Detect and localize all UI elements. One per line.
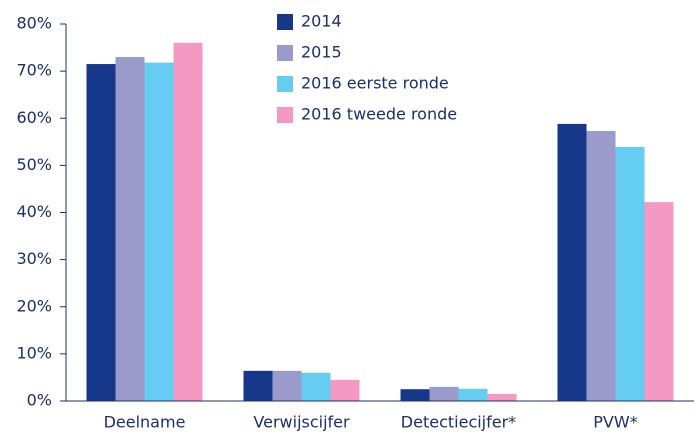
y-tick-label: 60% (16, 108, 52, 127)
y-tick-label: 20% (16, 296, 52, 315)
legend-label: 2014 (301, 12, 342, 31)
bar (243, 370, 273, 401)
bar (400, 389, 430, 401)
legend-label: 2016 tweede ronde (301, 105, 457, 124)
bar (330, 379, 360, 401)
bar (429, 386, 459, 401)
x-tick-label: Verwijscijfer (253, 413, 350, 432)
bar (86, 64, 116, 402)
bar (557, 123, 587, 401)
bar (644, 202, 674, 401)
x-tick-label: Detectiecijfer* (401, 413, 516, 432)
bar (115, 56, 145, 402)
bar (615, 146, 645, 401)
legend-swatch (277, 107, 293, 123)
x-tick-label: PVW* (593, 413, 637, 432)
bar (173, 42, 203, 401)
bar (301, 372, 331, 401)
y-tick-label: 50% (16, 155, 52, 174)
y-tick-label: 70% (16, 61, 52, 80)
legend-swatch (277, 76, 293, 92)
bar (144, 62, 174, 401)
y-tick-label: 10% (16, 343, 52, 362)
legend-swatch (277, 14, 293, 30)
legend-swatch (277, 45, 293, 61)
y-tick-label: 30% (16, 249, 52, 268)
bar (586, 130, 616, 401)
x-tick-label: Deelname (104, 413, 186, 432)
y-tick-label: 0% (27, 391, 52, 410)
bar (272, 370, 302, 401)
bar (458, 388, 488, 401)
bar (487, 393, 517, 401)
y-tick-label: 40% (16, 202, 52, 221)
y-tick-label: 80% (16, 14, 52, 33)
legend-label: 2015 (301, 43, 342, 62)
legend-label: 2016 eerste ronde (301, 74, 449, 93)
